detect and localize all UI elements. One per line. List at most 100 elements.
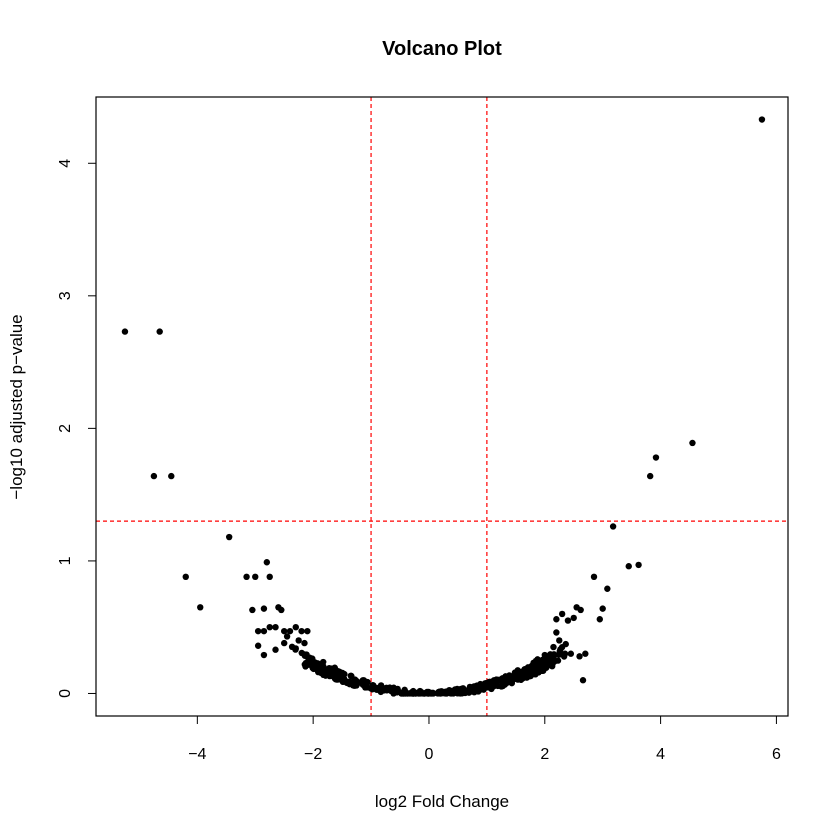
data-point	[652, 454, 660, 461]
x-tick-label: −2	[304, 746, 322, 763]
data-point	[312, 660, 320, 668]
data-point	[525, 665, 532, 672]
data-point	[547, 651, 554, 658]
data-point	[331, 664, 338, 671]
data-point	[197, 604, 204, 611]
data-point	[398, 690, 405, 697]
data-point	[260, 605, 268, 612]
data-point	[283, 633, 291, 640]
data-point	[260, 651, 268, 659]
data-point	[121, 328, 129, 335]
data-point	[319, 669, 326, 677]
y-tick-label: 2	[57, 424, 74, 433]
data-point	[263, 559, 271, 566]
data-point	[281, 639, 288, 647]
data-point	[286, 627, 294, 635]
data-point	[508, 679, 516, 687]
data-point	[437, 688, 445, 695]
data-point	[429, 689, 437, 697]
data-point	[156, 328, 163, 335]
data-point	[533, 666, 540, 674]
y-tick-label: 3	[57, 291, 74, 300]
data-point	[560, 653, 568, 660]
data-point	[320, 658, 327, 666]
data-point	[303, 651, 310, 658]
x-tick-label: 6	[772, 746, 781, 763]
data-point	[272, 623, 279, 631]
data-point	[351, 682, 358, 689]
data-point	[326, 672, 333, 680]
plot-frame	[95, 96, 789, 717]
data-point	[590, 573, 598, 581]
data-point	[582, 650, 589, 657]
data-point	[298, 627, 305, 635]
data-point	[243, 573, 250, 581]
data-point	[599, 605, 606, 612]
data-point	[564, 617, 572, 624]
data-point	[380, 687, 387, 694]
data-point	[456, 687, 463, 694]
data-point	[470, 683, 477, 691]
data-point	[596, 616, 603, 623]
data-point	[360, 677, 368, 684]
data-point	[557, 646, 564, 653]
data-point	[534, 656, 541, 663]
data-point	[625, 563, 632, 570]
data-point	[635, 561, 642, 569]
data-point	[182, 573, 189, 581]
data-point	[266, 623, 273, 631]
data-point	[281, 627, 288, 635]
x-axis-label: log2 Fold Change	[375, 792, 509, 811]
data-point	[346, 678, 353, 685]
data-point	[481, 682, 488, 689]
data-point	[556, 637, 563, 644]
data-point	[609, 523, 617, 530]
data-point	[304, 627, 311, 635]
data-point	[421, 690, 428, 697]
data-point	[498, 683, 505, 690]
data-point	[295, 637, 302, 644]
x-tick-label: −4	[188, 746, 206, 763]
data-point	[550, 643, 557, 651]
y-tick-label: 0	[57, 689, 74, 698]
data-point	[562, 640, 569, 648]
data-point	[487, 685, 495, 692]
data-point	[758, 116, 766, 123]
data-point	[570, 614, 577, 622]
data-point	[292, 646, 299, 653]
data-point	[576, 653, 583, 660]
x-tick-label: 2	[540, 746, 549, 763]
data-point	[646, 472, 654, 480]
threshold-lines	[96, 97, 788, 716]
data-point	[523, 674, 530, 681]
data-point	[553, 616, 560, 623]
data-point	[254, 642, 262, 649]
data-point	[498, 677, 505, 684]
data-point	[579, 677, 587, 684]
x-tick-label: 4	[656, 746, 665, 763]
data-point	[604, 585, 611, 592]
data-point	[514, 676, 522, 683]
data-point	[150, 472, 158, 480]
data-point	[443, 688, 451, 696]
data-points	[121, 116, 766, 697]
data-point	[553, 629, 560, 636]
data-point	[370, 682, 377, 689]
data-point	[558, 610, 566, 618]
y-tick-label: 4	[57, 159, 74, 168]
data-point	[554, 657, 562, 664]
data-point	[577, 606, 584, 614]
data-point	[333, 671, 341, 678]
data-point	[539, 657, 546, 665]
data-point	[448, 689, 456, 697]
data-point	[266, 573, 273, 581]
data-point	[567, 650, 575, 657]
data-point	[465, 689, 473, 696]
data-point	[306, 658, 314, 666]
data-point	[292, 623, 299, 631]
data-point	[272, 646, 279, 653]
data-point	[412, 690, 419, 697]
data-point	[543, 661, 550, 669]
